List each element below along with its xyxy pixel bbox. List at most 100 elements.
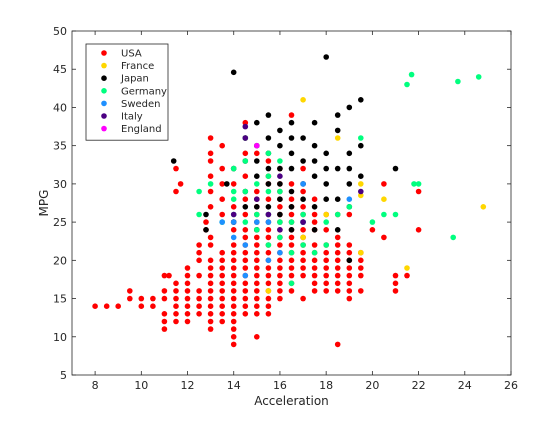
- data-point-usa-137: [265, 265, 272, 271]
- legend-marker-italy: [101, 113, 107, 119]
- data-point-france-2: [300, 234, 306, 241]
- data-point-sweden-2: [230, 219, 237, 225]
- data-point-usa-223: [346, 295, 353, 302]
- data-point-japan-2: [203, 211, 209, 218]
- data-point-usa-11: [161, 311, 168, 317]
- data-point-usa-123: [253, 234, 260, 241]
- data-point-usa-151: [277, 280, 283, 287]
- data-point-germany-29: [300, 211, 306, 218]
- data-point-japan-39: [300, 158, 306, 164]
- data-point-usa-36: [196, 288, 202, 294]
- legend-label-japan: Japan: [120, 74, 149, 85]
- data-point-japan-44: [311, 158, 318, 164]
- data-point-usa-153: [277, 265, 283, 271]
- data-point-usa-20: [173, 280, 179, 287]
- y-tick-label: 20: [53, 254, 67, 267]
- data-point-usa-74: [219, 165, 225, 172]
- data-point-japan-19: [265, 165, 272, 172]
- data-point-usa-70: [219, 249, 225, 256]
- data-point-france-0: [265, 288, 272, 294]
- data-point-sweden-8: [277, 249, 283, 256]
- data-point-germany-14: [253, 181, 260, 187]
- data-point-usa-63: [219, 303, 225, 310]
- data-point-japan-35: [288, 119, 295, 126]
- data-point-france-3: [323, 211, 330, 218]
- data-point-japan-26: [277, 165, 283, 172]
- data-point-usa-26: [184, 303, 191, 310]
- data-point-usa-53: [207, 242, 214, 248]
- legend-label-usa: USA: [121, 49, 142, 60]
- data-point-japan-16: [253, 119, 260, 126]
- data-point-usa-82: [230, 295, 237, 302]
- data-point-usa-114: [253, 303, 260, 310]
- data-point-japan-50: [323, 150, 330, 157]
- data-point-japan-52: [334, 227, 341, 233]
- data-point-usa-78: [230, 326, 237, 332]
- data-point-japan-23: [277, 211, 283, 218]
- data-point-usa-31: [184, 265, 191, 271]
- data-point-germany-15: [265, 242, 272, 248]
- data-point-germany-9: [242, 188, 249, 195]
- data-point-japan-43: [311, 173, 318, 179]
- data-point-usa-77: [230, 334, 237, 340]
- data-point-usa-170: [288, 257, 295, 264]
- data-point-usa-188: [300, 227, 306, 233]
- data-point-usa-169: [288, 265, 295, 271]
- data-point-usa-21: [173, 318, 179, 325]
- data-point-usa-2: [115, 303, 121, 310]
- data-point-usa-142: [265, 227, 272, 233]
- data-point-usa-225: [346, 280, 353, 287]
- data-point-usa-34: [196, 303, 202, 310]
- data-point-usa-98: [242, 280, 249, 287]
- data-point-usa-240: [392, 288, 399, 294]
- data-point-japan-60: [346, 165, 353, 172]
- data-point-sweden-5: [253, 219, 260, 225]
- data-point-usa-191: [300, 188, 306, 195]
- data-point-germany-7: [230, 165, 237, 172]
- data-point-japan-18: [265, 181, 272, 187]
- data-point-usa-231: [346, 211, 353, 218]
- x-tick-label: 8: [92, 379, 99, 392]
- data-point-france-7: [358, 249, 364, 256]
- data-point-germany-37: [381, 211, 387, 218]
- data-point-germany-25: [288, 249, 295, 256]
- data-point-usa-106: [242, 211, 249, 218]
- data-point-usa-30: [184, 272, 191, 279]
- data-point-usa-196: [311, 265, 318, 271]
- data-point-usa-95: [242, 303, 249, 310]
- data-point-usa-44: [207, 318, 214, 325]
- data-point-germany-12: [253, 227, 260, 233]
- legend-label-sweden: Sweden: [121, 99, 161, 110]
- data-point-usa-184: [300, 257, 306, 264]
- data-point-italy-2: [242, 123, 249, 130]
- y-tick-label: 40: [53, 101, 67, 114]
- data-point-germany-19: [265, 150, 272, 157]
- data-point-usa-79: [230, 318, 237, 325]
- data-point-japan-14: [253, 158, 260, 164]
- data-point-usa-166: [288, 288, 295, 294]
- data-point-usa-25: [184, 311, 191, 317]
- data-point-usa-226: [346, 272, 353, 279]
- data-point-germany-32: [323, 219, 330, 225]
- data-point-usa-244: [415, 227, 422, 233]
- data-point-japan-0: [170, 158, 177, 164]
- data-point-usa-5: [138, 303, 145, 310]
- x-tick-label: 10: [134, 379, 148, 392]
- data-point-usa-90: [230, 227, 237, 233]
- data-point-france-4: [334, 135, 341, 141]
- data-point-germany-38: [392, 211, 399, 218]
- data-point-japan-37: [300, 196, 306, 202]
- data-point-italy-8: [358, 188, 364, 195]
- data-point-japan-40: [300, 135, 306, 141]
- data-point-usa-112: [253, 334, 260, 340]
- data-point-usa-202: [311, 211, 318, 218]
- data-point-usa-182: [300, 272, 306, 279]
- data-point-france-8: [381, 196, 387, 202]
- data-point-usa-224: [346, 288, 353, 294]
- data-point-usa-120: [253, 257, 260, 264]
- x-tick-label: 24: [458, 379, 472, 392]
- data-point-usa-109: [242, 150, 249, 157]
- data-point-usa-105: [242, 227, 249, 233]
- data-point-usa-38: [196, 257, 202, 264]
- data-point-usa-217: [334, 265, 341, 271]
